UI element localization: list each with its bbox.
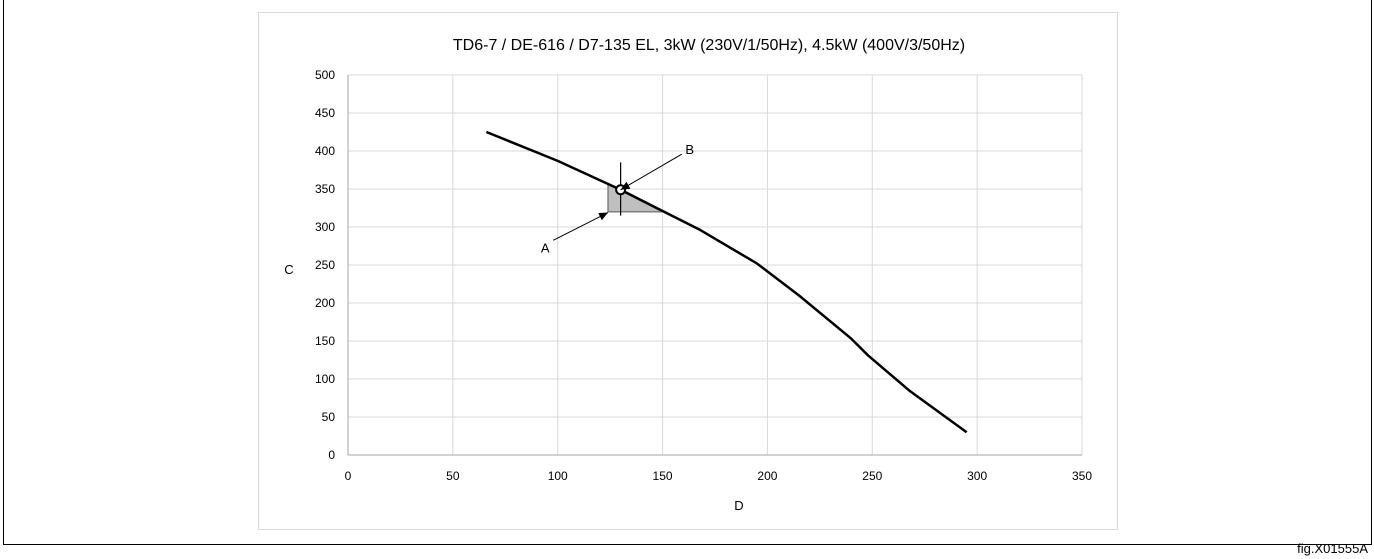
grid-layer bbox=[348, 74, 1083, 455]
chart-svg: TD6-7 / DE-616 / D7-135 EL, 3kW (230V/1/… bbox=[284, 37, 1092, 513]
y-tick-label: 0 bbox=[328, 448, 335, 462]
y-tick-label: 100 bbox=[315, 372, 335, 386]
x-tick-label: 350 bbox=[1072, 469, 1092, 483]
y-axis-label: C bbox=[284, 262, 293, 277]
y-tick-label: 150 bbox=[315, 334, 335, 348]
axis-layer: 0 50 100 150 200 250 300 350 0 50 100 150 200 250 300 3… bbox=[315, 68, 1092, 483]
y-tick-label: 400 bbox=[315, 144, 335, 158]
chart-area: TD6-7 / DE-616 / D7-135 EL, 3kW (230V/1/… bbox=[258, 12, 1118, 530]
x-tick-label: 300 bbox=[967, 469, 987, 483]
annotation-layer: AB bbox=[541, 142, 694, 255]
series-layer bbox=[485, 130, 968, 434]
y-tick-label: 50 bbox=[322, 410, 336, 424]
y-tick-label: 300 bbox=[315, 220, 335, 234]
x-tick-label: 150 bbox=[653, 469, 673, 483]
x-tick-label: 250 bbox=[862, 469, 882, 483]
annotation-label: A bbox=[541, 240, 550, 255]
annotation-arrow-head bbox=[598, 212, 609, 221]
annotation-label: B bbox=[685, 142, 694, 157]
x-tick-label: 200 bbox=[757, 469, 777, 483]
x-axis-label: D bbox=[734, 498, 743, 513]
annotation-arrow-line bbox=[553, 212, 609, 241]
figure-frame bbox=[3, 0, 1372, 545]
annotation-arrow-line bbox=[620, 153, 682, 191]
y-tick-label: 350 bbox=[315, 182, 335, 196]
y-tick-label: 450 bbox=[315, 106, 335, 120]
y-tick-label: 200 bbox=[315, 296, 335, 310]
series-line bbox=[485, 130, 968, 434]
figure-code: fig.X01555A bbox=[1297, 541, 1368, 556]
annotation-arrow-head bbox=[620, 181, 631, 190]
chart-title: TD6-7 / DE-616 / D7-135 EL, 3kW (230V/1/… bbox=[453, 37, 965, 54]
x-tick-label: 0 bbox=[345, 469, 352, 483]
y-tick-label: 500 bbox=[315, 68, 335, 82]
x-tick-label: 50 bbox=[446, 469, 460, 483]
y-tick-label: 250 bbox=[315, 258, 335, 272]
x-tick-label: 100 bbox=[548, 469, 568, 483]
